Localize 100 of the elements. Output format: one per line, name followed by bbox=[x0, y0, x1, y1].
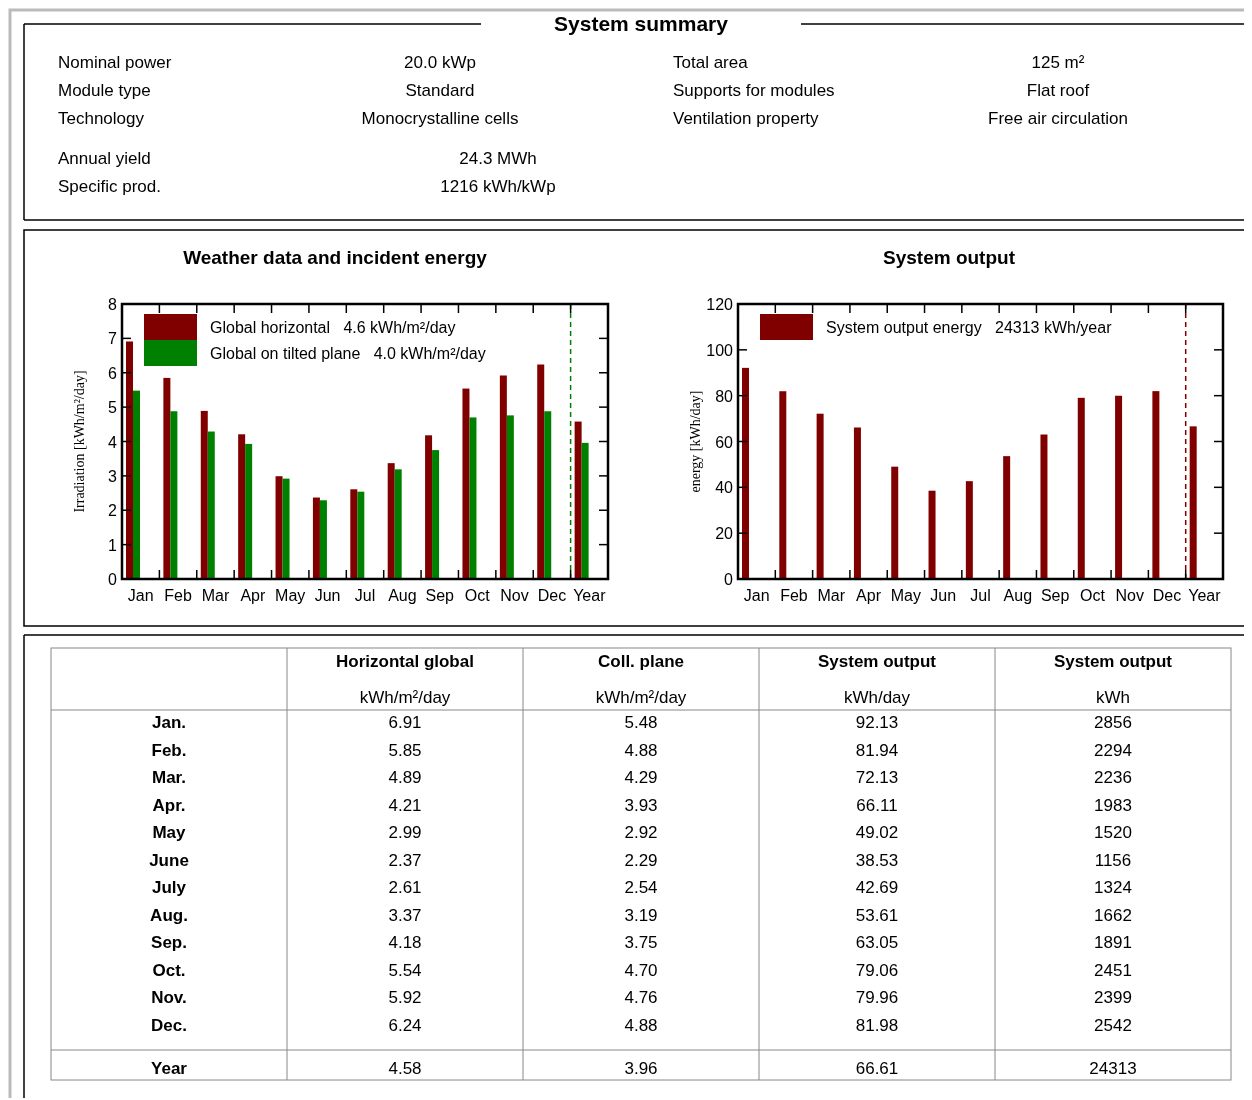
x-tick-label: Dec bbox=[1152, 587, 1182, 604]
bar bbox=[312, 497, 320, 579]
text: Ventilation property bbox=[673, 109, 820, 128]
text: 2.99 bbox=[388, 823, 422, 842]
x-tick-label: May bbox=[275, 587, 306, 604]
bar bbox=[965, 481, 973, 579]
text: 4.29 bbox=[624, 768, 658, 787]
category-label: June bbox=[149, 850, 189, 870]
text: 5.92 bbox=[388, 988, 422, 1007]
x-tick-label: Sep bbox=[1040, 587, 1070, 604]
x-tick-label: Nov bbox=[1115, 587, 1144, 604]
x-tick-label: Jun bbox=[930, 587, 957, 604]
y-tick-label: 5 bbox=[108, 399, 118, 417]
text: 66.11 bbox=[856, 795, 898, 815]
y-tick-label: 3 bbox=[108, 467, 118, 485]
x-tick-label: Mar bbox=[201, 587, 230, 604]
bar bbox=[126, 341, 133, 579]
bar bbox=[238, 434, 246, 579]
x-tick-label: Jan bbox=[743, 587, 770, 604]
y-tick-label: 40 bbox=[715, 479, 734, 497]
text: 3.37 bbox=[388, 905, 422, 925]
bar bbox=[544, 411, 552, 579]
bar bbox=[928, 490, 936, 579]
chart-title: System output bbox=[883, 247, 1016, 268]
bar bbox=[425, 435, 433, 579]
text: 5.54 bbox=[388, 960, 422, 980]
text: 1324 bbox=[1094, 878, 1132, 897]
y-tick-label: 120 bbox=[706, 296, 734, 313]
x-tick-label: Mar bbox=[817, 587, 846, 604]
category-label: July bbox=[151, 878, 187, 897]
text: 66.61 bbox=[855, 1059, 899, 1078]
text: kWh bbox=[1096, 688, 1130, 707]
text: Technology bbox=[58, 109, 145, 128]
text: 6.24 bbox=[388, 1015, 422, 1035]
legend-label: System output energy 24313 kWh/year bbox=[826, 319, 1113, 336]
bar bbox=[350, 489, 358, 579]
chart-title: Weather data and incident energy bbox=[183, 247, 488, 268]
text: 4.76 bbox=[624, 988, 658, 1007]
text: 81.94 bbox=[855, 740, 899, 760]
text: 3.19 bbox=[624, 905, 658, 925]
bar bbox=[394, 469, 402, 579]
x-tick-label: Aug bbox=[1003, 587, 1033, 604]
x-tick-label: Aug bbox=[388, 587, 417, 604]
text: Flat roof bbox=[1026, 81, 1090, 100]
category-label: Oct. bbox=[152, 960, 186, 980]
bar bbox=[357, 491, 365, 579]
text: Monocrystalline cells bbox=[361, 109, 519, 128]
x-tick-label: Year bbox=[573, 587, 607, 604]
text: Annual yield bbox=[58, 149, 151, 168]
text: System summary bbox=[554, 12, 729, 35]
category-label: Sep. bbox=[151, 933, 187, 952]
text: 2399 bbox=[1094, 988, 1132, 1007]
category-label: Jan. bbox=[151, 713, 187, 732]
text: Module type bbox=[58, 81, 151, 100]
x-tick-label: May bbox=[890, 587, 921, 604]
category-label: Feb. bbox=[151, 740, 187, 760]
category-label: Mar. bbox=[151, 768, 187, 787]
text: 3.96 bbox=[624, 1059, 658, 1078]
text: Total area bbox=[673, 53, 749, 72]
text: 2.61 bbox=[388, 878, 422, 897]
text: 5.85 bbox=[388, 740, 422, 760]
category-label: System output bbox=[817, 652, 937, 671]
x-tick-label: Sep bbox=[425, 587, 455, 604]
text: 38.53 bbox=[855, 850, 899, 870]
text: 2.92 bbox=[624, 823, 658, 842]
text: 4.21 bbox=[388, 795, 422, 815]
category-label: Dec. bbox=[151, 1015, 187, 1035]
category-label: Apr. bbox=[152, 795, 186, 815]
bar bbox=[742, 367, 749, 579]
text: 2856 bbox=[1094, 713, 1132, 732]
text: 53.61 bbox=[855, 905, 899, 925]
category-label: Coll. plane bbox=[598, 652, 684, 671]
text: 1216 kWh/kWp bbox=[440, 177, 556, 196]
x-tick-label: Year bbox=[1188, 587, 1222, 604]
x-tick-label: Jul bbox=[970, 587, 991, 604]
y-axis-title: energy [kWh/day] bbox=[688, 390, 703, 493]
text: kWh/day bbox=[843, 688, 911, 707]
text: 1983 bbox=[1094, 795, 1132, 815]
bar bbox=[432, 450, 440, 579]
text: 79.06 bbox=[855, 960, 899, 980]
bar bbox=[163, 377, 171, 579]
text: 125 m² bbox=[1031, 53, 1085, 72]
bar bbox=[1152, 391, 1160, 579]
bar bbox=[469, 417, 477, 579]
text: 63.05 bbox=[855, 933, 899, 952]
bar bbox=[581, 442, 589, 579]
category-label: System output bbox=[1053, 652, 1173, 671]
text: 4.18 bbox=[388, 933, 422, 952]
text: 2451 bbox=[1094, 960, 1132, 980]
bar bbox=[1189, 426, 1197, 579]
x-tick-label: Dec bbox=[537, 587, 567, 604]
x-tick-label: Oct bbox=[1079, 587, 1106, 604]
text: Supports for modules bbox=[673, 81, 835, 100]
bar bbox=[170, 411, 178, 579]
text: 2294 bbox=[1094, 740, 1132, 760]
y-tick-label: 6 bbox=[108, 364, 118, 382]
category-label: Aug. bbox=[150, 905, 188, 925]
bar bbox=[319, 500, 327, 579]
text: 4.70 bbox=[624, 960, 658, 980]
y-tick-label: 0 bbox=[108, 571, 118, 588]
